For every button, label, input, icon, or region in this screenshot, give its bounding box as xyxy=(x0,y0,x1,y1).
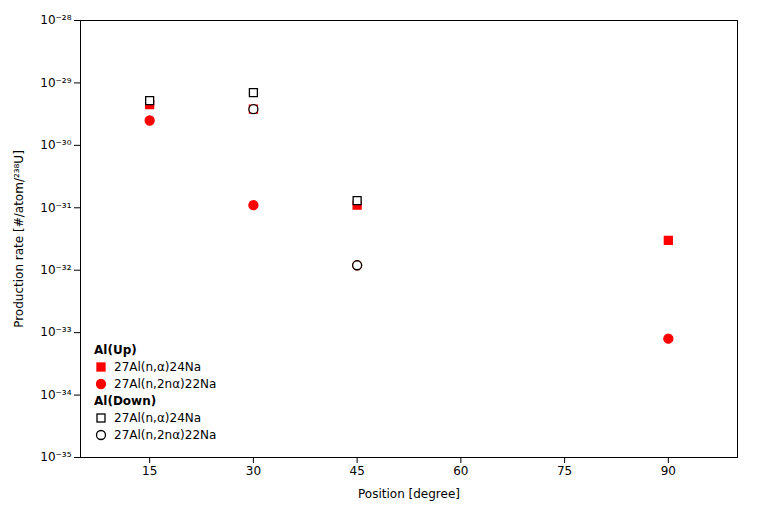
svg-text:10⁻³¹: 10⁻³¹ xyxy=(40,201,71,215)
svg-text:10⁻²⁹: 10⁻²⁹ xyxy=(40,76,71,90)
html-text:27Al(n,α)24Na: 27Al(n,α)24Na xyxy=(114,410,202,425)
html-text:Al(Up): Al(Up) xyxy=(94,342,137,357)
svg-text:10⁻³³: 10⁻³³ xyxy=(40,325,71,339)
html-text:Al(Down): Al(Down) xyxy=(94,393,157,408)
svg-text:75: 75 xyxy=(557,464,572,478)
svg-text:90: 90 xyxy=(661,464,676,478)
svg-text:10⁻³⁰: 10⁻³⁰ xyxy=(40,138,71,152)
html-text:27Al(n,2nα)22Na: 27Al(n,2nα)22Na xyxy=(114,376,217,391)
svg-text:10⁻³⁴: 10⁻³⁴ xyxy=(40,388,71,402)
svg-text:10⁻³⁵: 10⁻³⁵ xyxy=(40,450,71,464)
svg-text:45: 45 xyxy=(349,464,364,478)
svg-text:Production rate [#/atom/²³⁸U]: Production rate [#/atom/²³⁸U] xyxy=(12,150,26,328)
svg-text:10⁻²⁸: 10⁻²⁸ xyxy=(40,13,71,27)
svg-text:30: 30 xyxy=(246,464,261,478)
svg-text:10⁻³²: 10⁻³² xyxy=(40,263,71,277)
svg-text:Position [degree]: Position [degree] xyxy=(358,487,460,501)
html-text:27Al(n,2nα)22Na: 27Al(n,2nα)22Na xyxy=(114,427,217,442)
svg-text:60: 60 xyxy=(453,464,468,478)
html-text:27Al(n,α)24Na: 27Al(n,α)24Na xyxy=(114,359,202,374)
svg-text:15: 15 xyxy=(142,464,157,478)
